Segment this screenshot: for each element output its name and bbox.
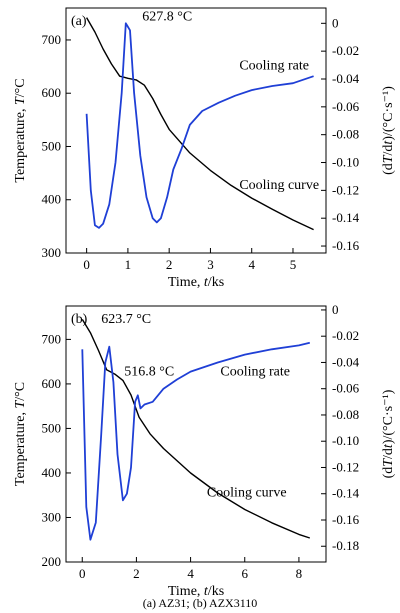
y2-tick-label-b: -0.16 xyxy=(332,512,360,527)
y2-tick-label-b: 0 xyxy=(332,302,339,317)
annotation-curve-label-a: Cooling curve xyxy=(239,178,319,193)
y2-tick-label-a: -0.02 xyxy=(332,43,359,58)
annotation-peak1-b: 623.7 °C xyxy=(101,312,151,327)
y-tick-label-b: 600 xyxy=(42,376,62,391)
cooling-rate-line-a xyxy=(85,22,314,229)
y2-tick-label-a: -0.14 xyxy=(332,210,360,225)
annotation-rate-label-b: Cooling rate xyxy=(220,365,290,380)
y2-tick-label-b: -0.04 xyxy=(332,354,360,369)
x-tick-label-b: 2 xyxy=(133,566,140,581)
y-tick-label-b: 300 xyxy=(42,509,62,524)
y2-tick-label-a: -0.12 xyxy=(332,182,359,197)
figure-caption: (a) AZ31; (b) AZX3110 xyxy=(143,596,258,610)
y-tick-label-b: 500 xyxy=(42,420,62,435)
x-axis-label-b: Time, t/ks xyxy=(168,584,224,599)
x-tick-label-a: 3 xyxy=(207,257,214,272)
y2-tick-label-a: -0.10 xyxy=(332,155,359,170)
annotation-rate-label-a: Cooling rate xyxy=(239,58,309,73)
plot-frame-a xyxy=(65,7,327,254)
panel-a-chart: 0 1 2 3 4 5 300 400 500 600 700 0 -0.02 -0.04 -0.06 -0.… xyxy=(13,7,396,290)
y-tick-label-b: 700 xyxy=(42,331,62,346)
y2-tick-label-a: 0 xyxy=(332,15,339,30)
y2-tick-label-a: -0.08 xyxy=(332,127,359,142)
y2-axis-label-b: (dT/dt)/(°C·s⁻¹) xyxy=(381,389,396,478)
y2-tick-label-b: -0.14 xyxy=(332,486,360,501)
panel-label-b: (b) xyxy=(71,312,88,327)
y2-tick-label-b: -0.12 xyxy=(332,459,359,474)
y-axis-label-b: Temperature, T/°C xyxy=(13,382,28,486)
x-tick-label-b: 4 xyxy=(187,566,194,581)
y2-tick-label-b: -0.10 xyxy=(332,433,359,448)
y2-tick-label-a: -0.16 xyxy=(332,238,360,253)
x-axis-label-a: Time, t/ks xyxy=(168,275,224,290)
annotation-curve-label-b: Cooling curve xyxy=(207,485,287,500)
plot-frame-b xyxy=(65,305,327,563)
y-tick-label-a: 400 xyxy=(42,192,62,207)
x-tick-label-b: 8 xyxy=(296,566,303,581)
y2-tick-label-a: -0.04 xyxy=(332,71,360,86)
cooling-curve-line-b xyxy=(81,319,311,539)
y-tick-label-a: 600 xyxy=(42,85,62,100)
y-tick-label-a: 700 xyxy=(42,32,62,47)
cooling-curve-line-a xyxy=(85,17,314,231)
y2-tick-label-b: -0.06 xyxy=(332,381,360,396)
y-tick-label-a: 300 xyxy=(42,245,62,260)
x-tick-label-a: 0 xyxy=(83,257,90,272)
x-tick-label-b: 0 xyxy=(79,566,86,581)
y2-tick-label-b: -0.08 xyxy=(332,407,359,422)
panel-b-chart: 0 2 4 6 8 200 300 400 500 600 700 0 -0.02 -0.04 -0.06 -… xyxy=(13,302,396,599)
panel-label-a: (a) xyxy=(71,14,87,29)
y2-tick-label-b: -0.18 xyxy=(332,538,359,553)
y-axis-label-a: Temperature, T/°C xyxy=(13,78,28,182)
x-tick-label-b: 6 xyxy=(242,566,249,581)
annotation-peak2-b: 516.8 °C xyxy=(124,365,174,380)
y-tick-label-a: 500 xyxy=(42,138,62,153)
y2-tick-label-b: -0.02 xyxy=(332,328,359,343)
y-tick-label-b: 400 xyxy=(42,465,62,480)
x-tick-label-a: 5 xyxy=(290,257,297,272)
cooling-rate-line-b xyxy=(81,341,311,541)
annotation-peak-a: 627.8 °C xyxy=(142,10,192,25)
x-tick-label-a: 1 xyxy=(125,257,132,272)
x-tick-label-a: 4 xyxy=(248,257,255,272)
x-tick-label-a: 2 xyxy=(166,257,173,272)
y2-tick-label-a: -0.06 xyxy=(332,99,360,114)
y-tick-label-b: 200 xyxy=(42,554,62,569)
y2-axis-label-a: (dT/dt)/(°C·s⁻¹) xyxy=(381,86,396,175)
